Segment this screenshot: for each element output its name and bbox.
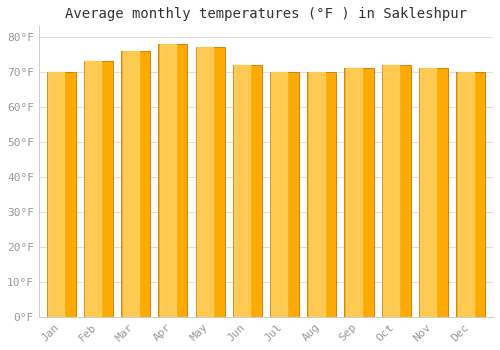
Bar	[270, 72, 299, 317]
Bar	[160, 44, 176, 317]
Bar	[458, 72, 473, 317]
Bar	[122, 51, 138, 317]
Bar	[456, 72, 485, 317]
Bar	[344, 68, 374, 317]
Bar	[383, 65, 399, 317]
Bar	[382, 65, 411, 317]
Bar	[308, 72, 324, 317]
Bar	[86, 61, 102, 317]
Bar	[233, 65, 262, 317]
Bar	[46, 72, 76, 317]
Bar	[420, 68, 436, 317]
Bar	[419, 68, 448, 317]
Bar	[48, 72, 64, 317]
Bar	[158, 44, 188, 317]
Bar	[272, 72, 287, 317]
Bar	[346, 68, 362, 317]
Bar	[308, 72, 336, 317]
Bar	[197, 47, 213, 317]
Title: Average monthly temperatures (°F ) in Sakleshpur: Average monthly temperatures (°F ) in Sa…	[65, 7, 467, 21]
Bar	[121, 51, 150, 317]
Bar	[196, 47, 224, 317]
Bar	[234, 65, 250, 317]
Bar	[84, 61, 113, 317]
